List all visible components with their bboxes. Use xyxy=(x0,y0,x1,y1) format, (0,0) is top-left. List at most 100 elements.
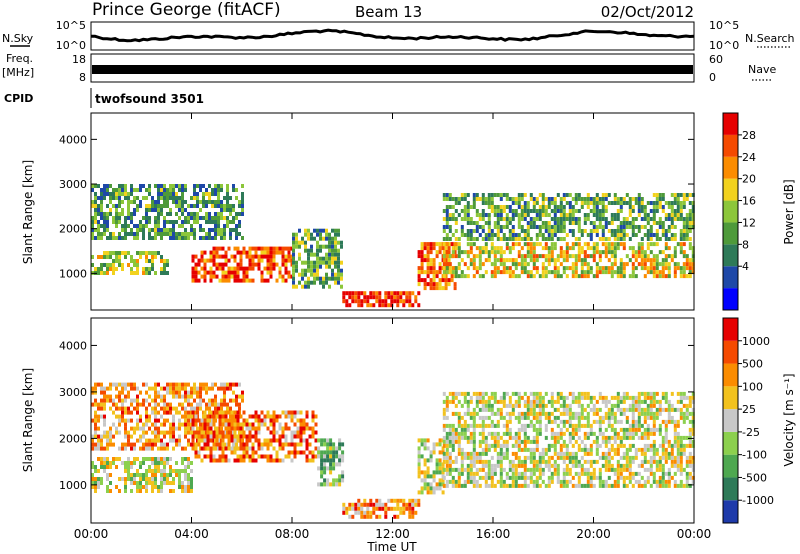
heatmap-cell xyxy=(227,442,231,447)
heatmap-cell xyxy=(526,254,530,259)
heatmap-cell xyxy=(469,431,473,436)
heatmap-cell xyxy=(523,242,527,247)
heatmap-cell xyxy=(115,192,118,196)
heatmap-cell xyxy=(214,398,217,403)
heatmap-cell xyxy=(610,201,614,205)
heatmap-cell xyxy=(142,477,145,481)
heatmap-cell xyxy=(450,278,454,283)
heatmap-cell xyxy=(478,483,482,488)
heatmap-cell xyxy=(577,193,581,197)
heatmap-cell xyxy=(619,463,623,468)
heatmap-cell xyxy=(562,419,566,424)
heatmap-cell xyxy=(127,410,130,415)
heatmap-cell xyxy=(278,458,282,463)
x-tick-label: 12:00 xyxy=(375,527,410,541)
heatmap-cell xyxy=(292,236,295,241)
heatmap-cell xyxy=(196,192,199,196)
heatmap-cell xyxy=(194,442,198,447)
heatmap-cell xyxy=(91,386,94,391)
heatmap-cell xyxy=(196,390,199,395)
heatmap-cell xyxy=(571,266,575,271)
heatmap-cell xyxy=(142,461,145,465)
heatmap-cell xyxy=(94,442,97,447)
heatmap-cell xyxy=(691,209,695,213)
heatmap-cell xyxy=(556,475,560,480)
heatmap-cell xyxy=(320,442,324,447)
heatmap-cell xyxy=(640,246,644,251)
heatmap-cell xyxy=(478,274,482,279)
heatmap-cell xyxy=(658,217,662,221)
heatmap-cell xyxy=(616,451,620,456)
heatmap-cell xyxy=(109,267,112,271)
heatmap-cell xyxy=(190,386,193,391)
heatmap-cell xyxy=(142,402,145,407)
heatmap-cell xyxy=(673,274,677,279)
heatmap-cell xyxy=(106,465,109,469)
heatmap-cell xyxy=(199,386,202,391)
heatmap-cell xyxy=(679,435,683,440)
heatmap-cell xyxy=(523,411,527,416)
heatmap-cell xyxy=(544,274,548,279)
heatmap-cell xyxy=(229,386,232,391)
heatmap-cell xyxy=(517,415,521,420)
heatmap-cell xyxy=(133,477,136,481)
heatmap-cell xyxy=(429,258,433,263)
heatmap-cell xyxy=(381,506,385,511)
heatmap-cell xyxy=(220,402,223,407)
heatmap-cell xyxy=(269,262,273,267)
heatmap-cell xyxy=(145,457,148,461)
heatmap-cell xyxy=(97,236,100,240)
heatmap-cell xyxy=(493,391,497,396)
heatmap-cell xyxy=(658,467,662,472)
heatmap-cell xyxy=(205,204,208,208)
heatmap-cell xyxy=(607,475,611,480)
heatmap-cell xyxy=(481,229,485,233)
heatmap-cell xyxy=(547,443,551,448)
heatmap-cell xyxy=(342,510,346,515)
heatmap-cell xyxy=(442,274,446,279)
heatmap-cell xyxy=(646,221,650,225)
heatmap-cell xyxy=(469,221,473,225)
heatmap-cell xyxy=(145,414,148,419)
heatmap-cell xyxy=(523,475,527,480)
heatmap-cell xyxy=(454,483,458,488)
heatmap-cell xyxy=(448,399,452,404)
heatmap-cell xyxy=(475,479,479,484)
heatmap-cell xyxy=(109,473,112,477)
heatmap-cell xyxy=(172,394,175,399)
colorbar-segment xyxy=(723,266,738,289)
heatmap-cell xyxy=(508,415,512,420)
heatmap-cell xyxy=(649,209,653,213)
heatmap-cell xyxy=(187,220,190,224)
heatmap-cell xyxy=(613,471,617,476)
heatmap-cell xyxy=(145,224,148,228)
heatmap-cell xyxy=(233,418,237,423)
heatmap-cell xyxy=(184,406,187,411)
heatmap-cell xyxy=(293,430,297,435)
heatmap-cell xyxy=(580,233,584,237)
heatmap-cell xyxy=(577,423,581,428)
heatmap-cell xyxy=(203,434,207,439)
heatmap-cell xyxy=(676,217,680,221)
heatmap-cell xyxy=(411,498,415,503)
heatmap-cell xyxy=(214,224,217,228)
heatmap-cell xyxy=(556,463,560,468)
heatmap-cell xyxy=(100,208,103,212)
heatmap-cell xyxy=(163,406,166,411)
heatmap-cell xyxy=(625,467,629,472)
heatmap-cell xyxy=(499,407,503,412)
heatmap-cell xyxy=(211,220,214,224)
heatmap-cell xyxy=(178,402,181,407)
heatmap-cell xyxy=(547,254,551,259)
heatmap-cell xyxy=(211,216,214,220)
heatmap-cell xyxy=(541,225,545,229)
heatmap-cell xyxy=(184,465,187,469)
heatmap-cell xyxy=(254,450,258,455)
heatmap-cell xyxy=(136,196,139,200)
heatmap-cell xyxy=(679,411,683,416)
heatmap-cell xyxy=(97,434,100,439)
heatmap-cell xyxy=(562,483,566,488)
heatmap-cell xyxy=(375,514,379,519)
heatmap-cell xyxy=(652,431,656,436)
heatmap-cell xyxy=(496,213,500,217)
